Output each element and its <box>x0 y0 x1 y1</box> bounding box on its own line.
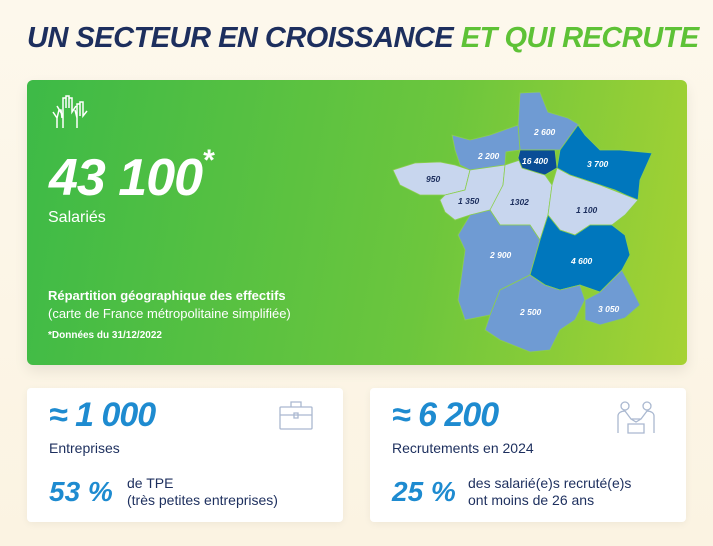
label-bourgogne: 1 100 <box>576 205 598 215</box>
label-normandie: 2 200 <box>477 151 500 161</box>
page-title: UN SECTEUR EN CROISSANCE ET QUI RECRUTE <box>27 22 699 54</box>
recruitment-label: Recrutements en 2024 <box>392 440 534 456</box>
raised-hands-icon <box>52 95 88 128</box>
label-pays-de-la-loire: 1 350 <box>458 196 480 206</box>
employee-count: 43 100* <box>49 144 214 207</box>
label-bretagne: 950 <box>426 174 440 184</box>
label-hauts-de-france: 2 600 <box>533 127 556 137</box>
label-ile-de-france: 16 400 <box>522 156 548 166</box>
label-auvergne-rhone-alpes: 4 600 <box>570 256 593 266</box>
data-date-note: *Données du 31/12/2022 <box>48 330 162 341</box>
recruitment-count: ≈ 6 200 <box>392 396 499 434</box>
tpe-percent: 53 % <box>49 476 113 507</box>
region-normandie[interactable] <box>451 124 521 171</box>
label-occitanie: 2 500 <box>519 307 542 317</box>
employee-label: Salariés <box>48 209 106 226</box>
handshake-icon <box>617 401 655 434</box>
label-centre: 1302 <box>510 197 529 207</box>
region-ile-de-france[interactable] <box>517 149 558 176</box>
label-grand-est: 3 700 <box>587 159 609 169</box>
map-caption: Répartition géographique des effectifs (c… <box>48 288 291 321</box>
companies-card: ≈ 1 000 Entreprises 53 % de TPE (très pet… <box>27 388 343 522</box>
tpe-description: de TPE (très petites entreprises) <box>127 475 278 508</box>
label-nouvelle-aquitaine: 2 900 <box>489 250 512 260</box>
recruitment-card: ≈ 6 200 Recrutements en 2024 25 % des sa… <box>370 388 686 522</box>
region-occitanie[interactable] <box>484 274 586 353</box>
young-percent: 25 % <box>392 476 456 507</box>
companies-label: Entreprises <box>49 440 120 456</box>
region-paca[interactable] <box>584 269 641 326</box>
young-description: des salarié(e)s recruté(e)s ont moins de … <box>468 475 632 508</box>
label-paca: 3 050 <box>598 304 620 314</box>
briefcase-icon <box>279 401 313 430</box>
companies-count: ≈ 1 000 <box>49 396 156 434</box>
